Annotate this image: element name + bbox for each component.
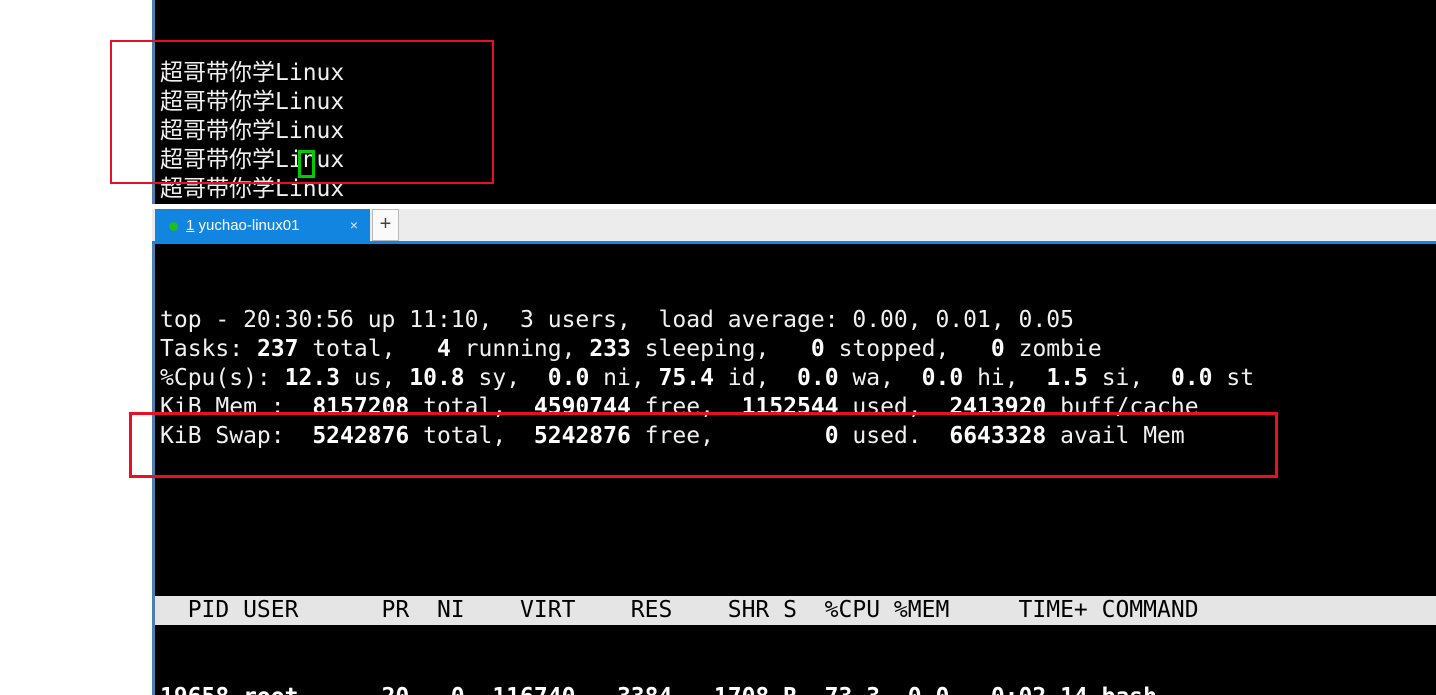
terminal-line: 超哥带你学Linux [160,176,345,202]
top-terminal-lines: 超哥带你学Linux 超哥带你学Linux 超哥带你学Linux 超哥带你学Linux… [160,59,1436,204]
process-row: 19658 root 20 0 116740 3384 1708 R 73.3 … [160,683,1436,695]
terminal-line: top - 20:30:56 up 11:10, 3 users, load a… [160,307,1074,333]
blank-line [160,509,1436,538]
tab-close-icon[interactable]: × [349,217,358,233]
session-tab-bar: 1 yuchao-linux01 × + [152,209,1436,244]
session-status-dot [169,222,178,231]
terminal-line: 超哥带你学Linux [160,89,345,115]
annotation-box-table [129,412,1278,478]
tab-label: 1 yuchao-linux01 [186,209,299,242]
annotation-box-top [110,40,494,184]
process-table-rows: 19658 root 20 0 116740 3384 1708 R 73.3 … [160,683,1436,695]
tab-title: yuchao-linux01 [198,217,300,234]
terminal-window-top[interactable]: 超哥带你学Linux 超哥带你学Linux 超哥带你学Linux 超哥带你学Linux… [152,0,1436,204]
terminal-line: %Cpu(s): 12.3 us, 10.8 sy, 0.0 ni, 75.4 … [160,365,1255,391]
terminal-line: 超哥带你学Linux [160,60,345,86]
terminal-line: Tasks: 237 total, 4 running, 233 sleepin… [160,336,1102,362]
top-summary-lines: top - 20:30:56 up 11:10, 3 users, load a… [160,306,1436,451]
terminal-cursor [298,150,315,178]
terminal-window-main[interactable]: top - 20:30:56 up 11:10, 3 users, load a… [152,244,1436,695]
terminal-line: 超哥带你学Linux [160,118,345,144]
tab-number: 1 [186,217,195,234]
terminal-line: KiB Swap: 5242876 total, 5242876 free, 0… [160,423,1185,449]
tab-yuchao-linux01[interactable]: 1 yuchao-linux01 × [155,209,370,244]
new-tab-button[interactable]: + [372,209,399,241]
process-table-header: PID USER PR NI VIRT RES SHR S %CPU %MEM … [155,596,1436,625]
